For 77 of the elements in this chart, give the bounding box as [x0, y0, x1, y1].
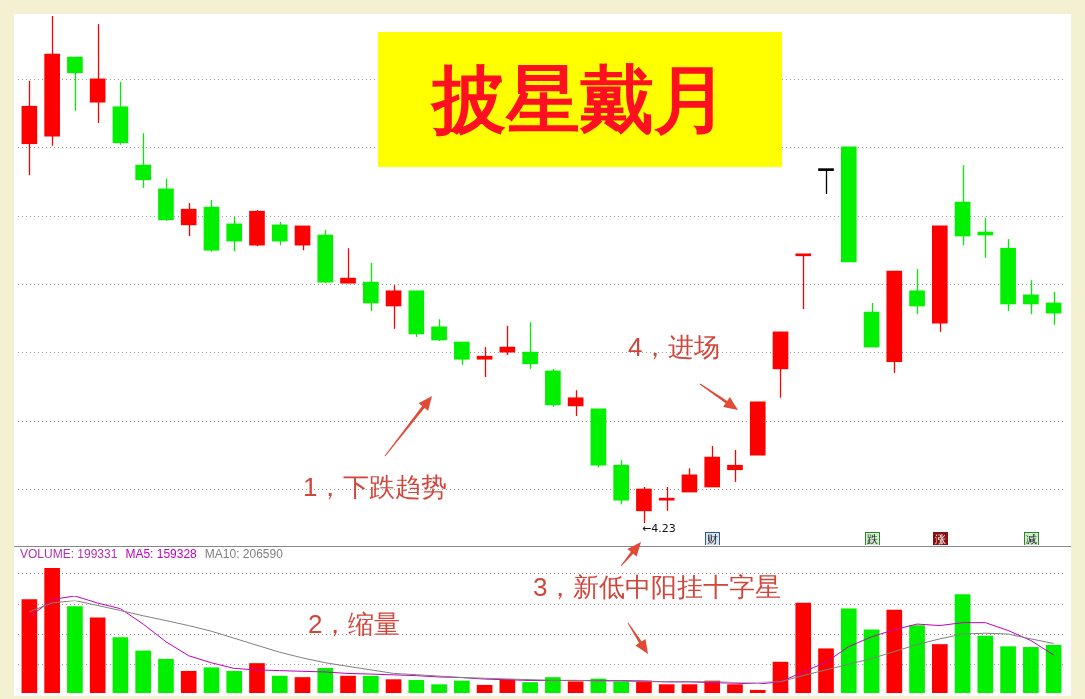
bar [67, 606, 83, 693]
candlestick [180, 202, 197, 237]
candlestick [567, 389, 584, 417]
bar [454, 680, 470, 693]
bar [636, 680, 652, 693]
text: 跌 [865, 532, 880, 547]
bar [840, 608, 857, 693]
bar [658, 684, 675, 693]
candlestick [476, 346, 493, 378]
bar [613, 681, 629, 693]
annotation: 2，缩量 [308, 608, 401, 641]
bar [385, 679, 402, 693]
candlestick [89, 23, 106, 124]
annotation: 1，下跌趋势 [303, 471, 448, 504]
text: 涨 [933, 532, 948, 547]
bar [226, 670, 243, 693]
bar [476, 684, 493, 693]
bar [362, 675, 379, 693]
candlestick [727, 449, 743, 483]
candlestick [294, 225, 311, 251]
bar [21, 599, 38, 693]
text: MA5: 159328 [125, 547, 197, 561]
bar [522, 682, 538, 693]
bar [749, 689, 766, 693]
bar [249, 663, 265, 693]
text: 减 [1024, 532, 1039, 547]
bar [135, 650, 152, 693]
annotation: 3，新低中阳挂十字星 [533, 571, 782, 604]
bar [431, 684, 447, 693]
bar [977, 635, 994, 693]
annotation: 4，进场 [628, 331, 721, 364]
candlestick [271, 221, 288, 246]
annotation: ←4.23 [641, 522, 676, 535]
bar [681, 684, 698, 693]
candlestick [1023, 279, 1039, 315]
candlestick [658, 486, 675, 512]
series-label: VOLUME: 199331 [20, 547, 118, 561]
candlestick [636, 486, 652, 524]
candlestick [795, 253, 812, 310]
bar [340, 675, 356, 693]
bar [44, 568, 60, 693]
text: MA10: 206590 [204, 547, 283, 561]
text: 披星戴月 [378, 32, 782, 167]
candlestick [340, 247, 356, 284]
candlestick [226, 216, 243, 252]
bar [795, 602, 812, 693]
bar [294, 677, 311, 693]
bar [545, 677, 561, 693]
bar [886, 609, 903, 693]
candlestick [67, 56, 83, 112]
bar [909, 625, 925, 693]
bar [89, 617, 106, 693]
candlestick [385, 284, 402, 330]
bar [1000, 646, 1016, 693]
bar [1023, 647, 1039, 693]
bar [180, 670, 197, 693]
bar [954, 594, 971, 693]
bar [317, 668, 334, 693]
bar [408, 680, 425, 693]
bar [818, 648, 834, 693]
text: 财 [705, 532, 720, 547]
bar [931, 644, 948, 693]
candlestick [362, 262, 379, 312]
candlestick [909, 268, 925, 315]
candlestick [135, 132, 152, 189]
candlestick [454, 341, 470, 366]
bar [203, 667, 220, 693]
bar [271, 675, 288, 693]
bar [727, 684, 743, 693]
candlestick [522, 321, 538, 370]
bar [863, 629, 880, 693]
candlestick [818, 168, 834, 195]
bar [158, 658, 174, 693]
bar [1045, 644, 1062, 693]
candlestick [431, 318, 447, 342]
bar [112, 637, 129, 693]
bar [567, 681, 584, 693]
